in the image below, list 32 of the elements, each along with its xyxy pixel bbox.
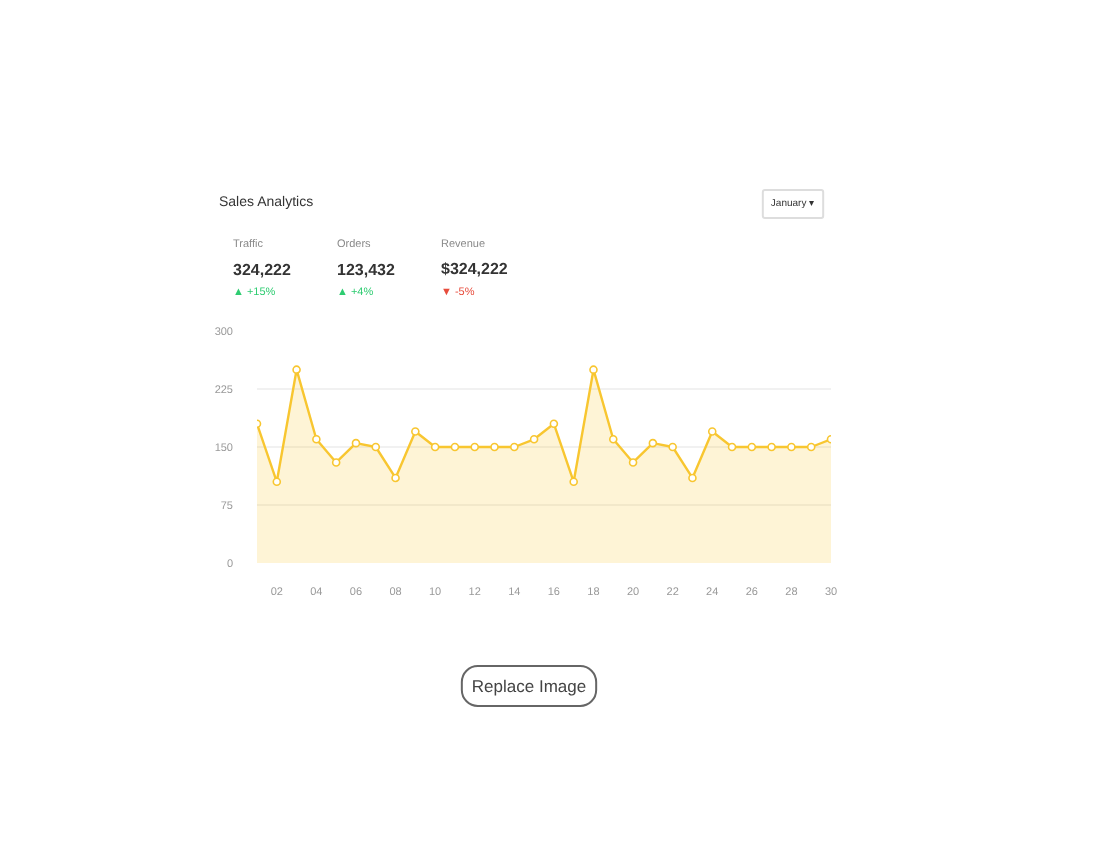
point [272, 477, 282, 487]
point [589, 365, 598, 374]
point [628, 458, 638, 467]
point [331, 458, 341, 467]
point [510, 442, 519, 452]
text: 123,432 [337, 261, 396, 279]
point [727, 442, 737, 452]
point [806, 442, 816, 452]
point [430, 442, 440, 452]
text: 324,222 [233, 261, 292, 279]
point [668, 442, 677, 452]
point [747, 442, 757, 452]
point [648, 438, 658, 448]
point [767, 442, 776, 452]
point [411, 427, 420, 436]
point [787, 442, 796, 452]
point [608, 434, 618, 444]
point [707, 427, 717, 436]
point [312, 434, 321, 444]
text: $324,222 [441, 260, 509, 278]
text: Replace Image [471, 676, 587, 696]
point [549, 419, 559, 429]
point [292, 365, 301, 374]
point [371, 442, 381, 452]
point [490, 442, 499, 452]
point [569, 477, 578, 487]
point [391, 473, 400, 483]
point [450, 442, 460, 452]
point [688, 473, 697, 483]
point [529, 434, 539, 444]
point [351, 438, 361, 448]
point [470, 442, 480, 452]
